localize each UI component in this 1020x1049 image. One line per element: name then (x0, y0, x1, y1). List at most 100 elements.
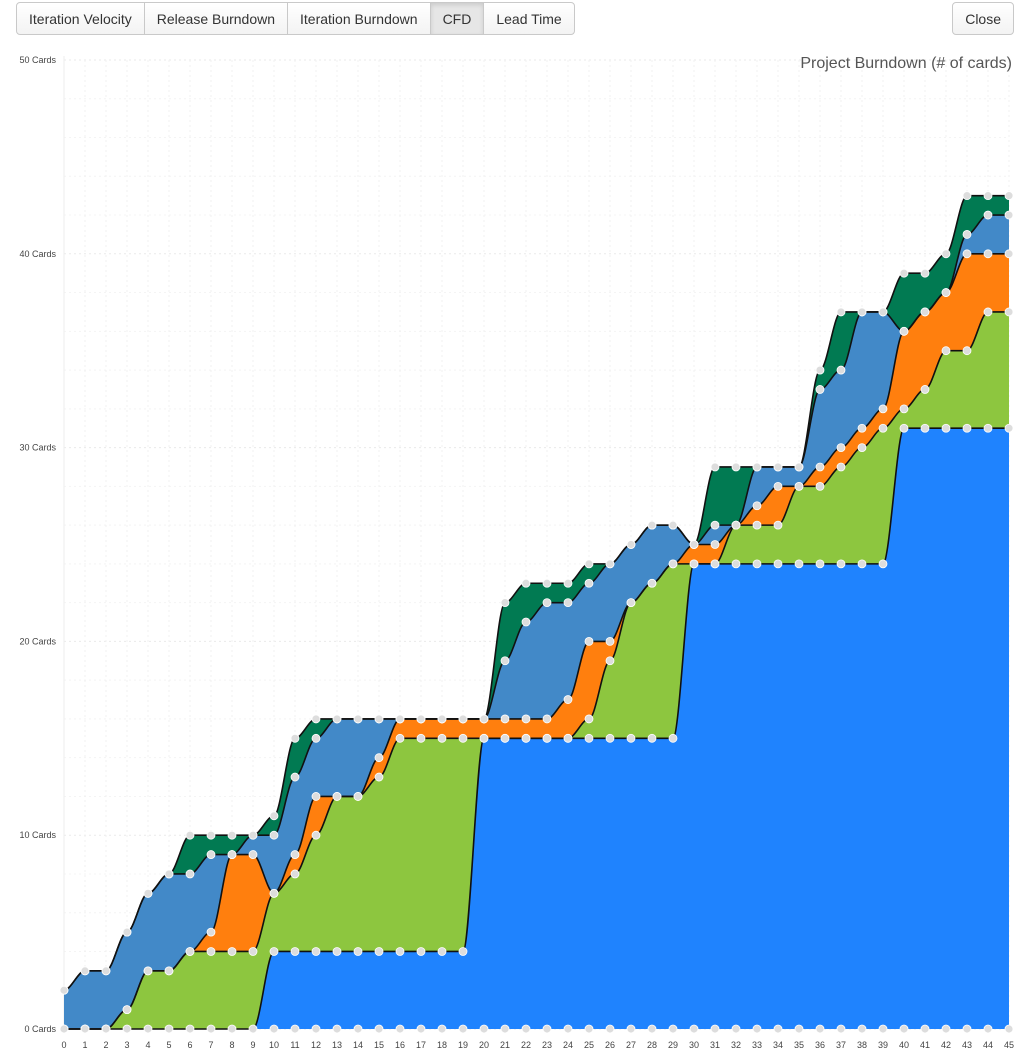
cfd-point (521, 733, 531, 743)
tab-cfd[interactable]: CFD (429, 2, 485, 35)
cfd-point (941, 346, 951, 356)
x-tick-label: 35 (794, 1040, 804, 1049)
cfd-point (773, 462, 783, 472)
cfd-point (542, 578, 552, 588)
cfd-point (521, 1024, 531, 1034)
cfd-point (563, 1024, 573, 1034)
cfd-point (752, 520, 762, 530)
cfd-point (815, 385, 825, 394)
cfd-point (584, 559, 594, 569)
chart-tabs: Iteration Velocity Release Burndown Iter… (16, 2, 575, 35)
y-tick-label: 50 Cards (19, 55, 56, 65)
cfd-point (710, 520, 720, 530)
x-tick-label: 20 (479, 1040, 489, 1049)
cfd-point (227, 830, 237, 840)
cfd-point (920, 268, 930, 278)
cfd-point (584, 714, 594, 724)
cfd-point (416, 714, 426, 724)
x-tick-label: 0 (61, 1040, 66, 1049)
cfd-point (164, 966, 174, 976)
cfd-point (80, 966, 90, 976)
cfd-point (584, 578, 594, 588)
cfd-point (563, 578, 573, 588)
cfd-point (227, 1024, 237, 1034)
x-tick-label: 3 (124, 1040, 129, 1049)
cfd-point (605, 733, 615, 743)
tab-lead-time[interactable]: Lead Time (483, 2, 575, 35)
cfd-point (290, 850, 300, 859)
cfd-point (542, 714, 552, 724)
cfd-point (731, 462, 741, 472)
cfd-point (311, 714, 321, 724)
cfd-point (941, 288, 951, 297)
cfd-point (605, 1024, 615, 1034)
cfd-point (857, 443, 867, 453)
x-tick-label: 44 (983, 1040, 993, 1049)
cfd-point (794, 1024, 804, 1034)
cfd-point (1004, 307, 1014, 317)
cfd-point (458, 947, 468, 956)
y-tick-label: 40 Cards (19, 249, 56, 259)
cfd-point (815, 365, 825, 375)
cfd-point (290, 869, 300, 879)
x-tick-label: 4 (145, 1040, 150, 1049)
cfd-point (1004, 210, 1014, 220)
close-button[interactable]: Close (952, 2, 1014, 35)
cfd-point (962, 249, 972, 259)
cfd-point (962, 346, 972, 356)
x-tick-label: 39 (878, 1040, 888, 1049)
cfd-point (80, 1024, 90, 1034)
cfd-point (815, 462, 825, 472)
cfd-point (290, 1024, 300, 1034)
cfd-point (836, 307, 846, 317)
cfd-point (626, 1024, 636, 1034)
cfd-point (479, 733, 489, 743)
cfd-point (731, 520, 741, 530)
cfd-point (206, 830, 216, 840)
tab-release-burndown[interactable]: Release Burndown (143, 2, 289, 35)
x-tick-label: 43 (962, 1040, 972, 1049)
cfd-point (479, 1024, 489, 1034)
tab-iteration-velocity[interactable]: Iteration Velocity (16, 2, 145, 35)
cfd-point (332, 792, 342, 801)
x-tick-label: 25 (584, 1040, 594, 1049)
cfd-point (185, 869, 195, 879)
cfd-area-2 (64, 253, 1009, 1030)
cfd-point (500, 598, 510, 608)
y-tick-label: 0 Cards (24, 1024, 56, 1034)
cfd-point (647, 733, 657, 743)
cfd-point (836, 462, 846, 472)
cfd-point (374, 1024, 384, 1034)
y-tick-label: 30 Cards (19, 443, 56, 453)
cfd-line-1 (64, 311, 1009, 1030)
cfd-point (584, 637, 594, 646)
x-tick-label: 24 (563, 1040, 573, 1049)
x-tick-label: 18 (437, 1040, 447, 1049)
cfd-point (836, 443, 846, 453)
cfd-area-3 (64, 215, 1009, 1030)
cfd-point (794, 462, 804, 472)
cfd-point (899, 326, 909, 336)
cfd-point (290, 947, 300, 956)
cfd-point (815, 1024, 825, 1034)
cfd-point (794, 559, 804, 569)
cfd-area-4 (64, 195, 1009, 991)
x-tick-label: 41 (920, 1040, 930, 1049)
cfd-line-2 (64, 253, 1009, 1030)
cfd-point (353, 1024, 363, 1034)
cfd-point (206, 1024, 216, 1034)
x-tick-label: 42 (941, 1040, 951, 1049)
cfd-point (395, 947, 405, 956)
cfd-point (521, 617, 531, 627)
cfd-point (227, 850, 237, 859)
chart-title: Project Burndown (# of cards) (800, 55, 1012, 72)
cfd-point (773, 1024, 783, 1034)
x-tick-label: 40 (899, 1040, 909, 1049)
cfd-point (521, 714, 531, 724)
cfd-point (815, 481, 825, 491)
cfd-point (752, 559, 762, 569)
x-tick-label: 13 (332, 1040, 342, 1049)
cfd-point (668, 733, 678, 743)
tab-iteration-burndown[interactable]: Iteration Burndown (287, 2, 431, 35)
cfd-point (311, 733, 321, 743)
